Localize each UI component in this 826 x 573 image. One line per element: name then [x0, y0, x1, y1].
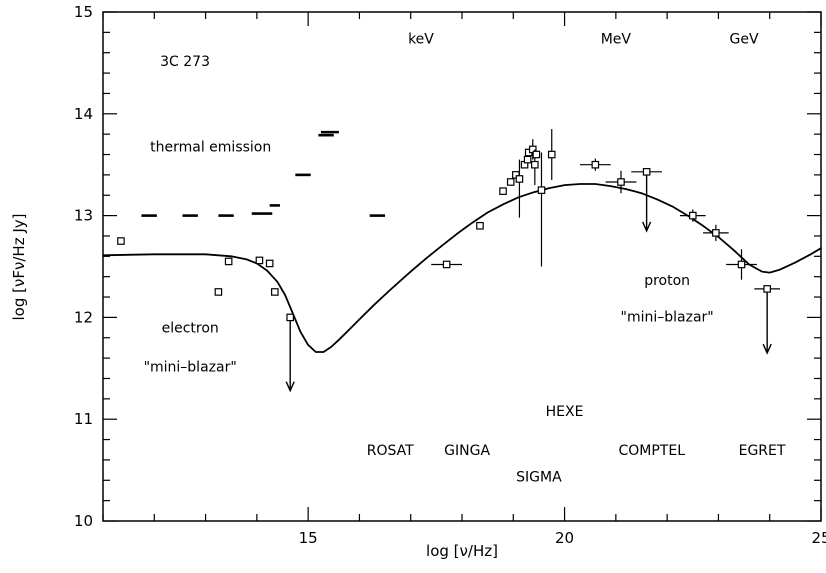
- data-point: [763, 285, 771, 293]
- data-point: [712, 229, 720, 237]
- chart-annotation: electron: [162, 321, 219, 337]
- chart-annotation: GeV: [730, 32, 759, 48]
- chart-annotation: MeV: [601, 32, 632, 48]
- y-tick-label: 12: [74, 308, 93, 326]
- chart-annotation: ROSAT: [367, 443, 414, 459]
- upper-limit-arrow: [641, 221, 652, 233]
- y-tick-label: 15: [74, 3, 93, 21]
- data-point: [737, 260, 746, 269]
- y-tick-label: 10: [74, 512, 93, 530]
- data-point: [224, 257, 233, 266]
- chart-annotation: proton: [644, 273, 690, 289]
- data-point: [617, 178, 625, 186]
- thermal-bars-group: [141, 130, 386, 217]
- data-point: [523, 155, 532, 164]
- x-axis-label: log [ν/Hz]: [426, 542, 498, 560]
- data-point: [286, 313, 294, 322]
- data-point: [214, 288, 223, 296]
- tick-group: 15 20 25 10 11 12 13 14 15: [74, 3, 826, 547]
- annotation-group: 3C 273 thermal emission electron "mini–blaz…: [144, 32, 786, 486]
- data-points-group: [117, 129, 780, 393]
- data-point: [515, 175, 524, 183]
- data-point: [547, 150, 556, 159]
- chart-annotation: HEXE: [546, 404, 584, 420]
- y-tick-label: 11: [74, 410, 93, 428]
- data-point: [531, 160, 539, 169]
- chart-annotation: keV: [408, 32, 434, 48]
- chart-annotation: 3C 273: [160, 54, 210, 70]
- x-tick-label: 20: [555, 529, 574, 547]
- chart-annotation: SIGMA: [516, 469, 562, 485]
- data-point: [642, 168, 651, 176]
- chart-annotation: thermal emission: [150, 139, 271, 155]
- data-point: [591, 160, 600, 169]
- data-point: [499, 187, 507, 195]
- data-point: [537, 186, 546, 194]
- data-point: [265, 259, 274, 268]
- x-tick-label: 15: [299, 529, 318, 547]
- y-tick-label: 13: [74, 207, 93, 225]
- y-tick-label: 14: [74, 105, 93, 123]
- data-point: [117, 237, 125, 245]
- data-point: [532, 150, 541, 159]
- chart-annotation: COMPTEL: [618, 443, 685, 459]
- data-point: [688, 211, 697, 220]
- chart-annotation: "mini–blazar": [621, 309, 714, 325]
- data-point: [442, 260, 451, 269]
- chart-annotation: GINGA: [444, 443, 490, 459]
- data-point: [271, 288, 279, 296]
- x-tick-label: 25: [811, 529, 826, 547]
- chart-annotation: EGRET: [739, 443, 786, 459]
- upper-limit-arrow: [762, 343, 772, 355]
- chart-annotation: "mini–blazar": [144, 359, 237, 375]
- data-point: [506, 178, 515, 186]
- upper-limit-arrow: [285, 381, 295, 393]
- y-axis-label: log [νFν/Hz Jy]: [10, 214, 28, 321]
- data-point: [255, 256, 264, 265]
- data-point: [476, 221, 484, 230]
